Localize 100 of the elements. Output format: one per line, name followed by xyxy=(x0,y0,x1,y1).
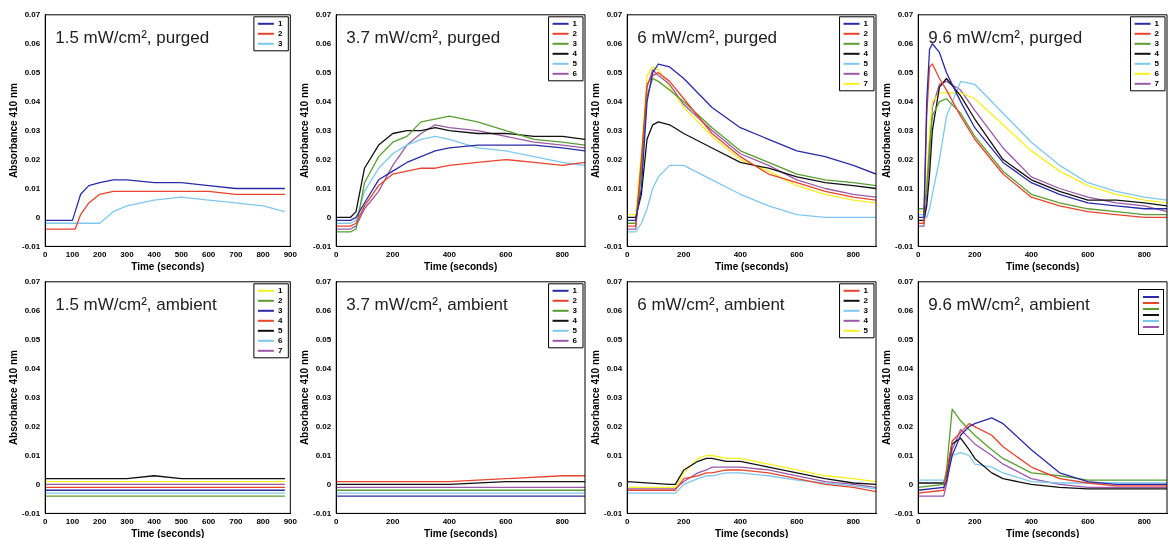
y-axis-title: Absorbance 410 nm xyxy=(589,82,601,179)
x-tick-label: 800 xyxy=(846,517,861,527)
y-tick-label: 0 xyxy=(326,479,332,489)
x-tick-label: 0 xyxy=(625,517,631,527)
x-tick-label: 300 xyxy=(120,250,135,260)
y-tick-label: 0.01 xyxy=(897,183,914,193)
x-tick-label: 800 xyxy=(1137,250,1152,260)
x-tick-label: 400 xyxy=(1024,250,1039,260)
y-tick-label: 0.03 xyxy=(606,125,623,135)
y-tick-label: 0.07 xyxy=(24,277,41,286)
y-tick-label: 0.05 xyxy=(315,334,332,344)
y-tick-label: 0.03 xyxy=(897,392,914,402)
x-tick-label: 600 xyxy=(201,517,216,527)
x-axis-title: Time (seconds) xyxy=(424,527,498,538)
y-axis-title: Absorbance 410 nm xyxy=(880,349,892,446)
legend-label: 1 xyxy=(277,286,283,295)
x-axis-title: Time (seconds) xyxy=(1006,260,1080,272)
y-tick-label: 0.06 xyxy=(897,38,914,48)
y-tick-label: 0.06 xyxy=(897,305,914,315)
x-tick-label: 900 xyxy=(283,250,298,260)
legend-label: 5 xyxy=(1154,59,1160,68)
x-tick-label: 200 xyxy=(677,250,691,260)
legend-label: 2 xyxy=(277,29,283,38)
text: 3.7 mW/cm², purged xyxy=(346,27,501,47)
legend-label: 5 xyxy=(277,326,283,335)
y-tick-label: 0 xyxy=(617,479,623,489)
x-tick-label: 800 xyxy=(555,250,570,260)
x-tick-label: 800 xyxy=(1137,517,1152,527)
legend-label: 2 xyxy=(1154,29,1160,38)
x-tick-label: 0 xyxy=(43,517,49,527)
y-tick-label: 0.05 xyxy=(24,67,41,77)
y-tick-label: 0.01 xyxy=(897,450,914,460)
text: 1.5 mW/cm², ambient xyxy=(55,294,218,314)
y-tick-label: 0.02 xyxy=(897,421,914,431)
y-tick-label: 0.01 xyxy=(24,450,41,460)
y-tick-label: 0.06 xyxy=(606,38,623,48)
y-tick-label: 0.01 xyxy=(606,450,623,460)
y-tick-label: 0.07 xyxy=(24,10,41,19)
y-tick-label: 0.02 xyxy=(315,154,332,164)
y-tick-label: 0.03 xyxy=(315,125,332,135)
y-tick-label: 0.04 xyxy=(315,96,332,106)
x-tick-label: 200 xyxy=(677,517,691,527)
y-tick-label: 0 xyxy=(35,479,41,489)
x-tick-label: 600 xyxy=(499,517,514,527)
y-axis-title: Absorbance 410 nm xyxy=(298,82,310,179)
x-tick-label: 0 xyxy=(334,517,340,527)
x-tick-label: 800 xyxy=(846,250,861,260)
x-axis-title: Time (seconds) xyxy=(715,260,789,272)
y-tick-label: 0.01 xyxy=(606,183,623,193)
legend-label: 1 xyxy=(572,286,578,295)
y-tick-label: 0 xyxy=(326,212,332,222)
y-tick-label: 0.02 xyxy=(315,421,332,431)
y-tick-label: 0.01 xyxy=(315,183,332,193)
y-tick-label: -0.01 xyxy=(604,241,623,251)
x-tick-label: 900 xyxy=(283,517,298,527)
legend-label: 4 xyxy=(1154,49,1160,58)
legend-label: 1 xyxy=(863,286,869,295)
y-tick-label: 0.02 xyxy=(24,154,41,164)
x-tick-label: 300 xyxy=(120,517,135,527)
x-tick-label: 0 xyxy=(625,250,631,260)
y-tick-label: 0 xyxy=(908,479,914,489)
y-tick-label: 0.01 xyxy=(315,450,332,460)
x-axis-title: Time (seconds) xyxy=(131,260,205,272)
legend-label: 1 xyxy=(572,19,578,28)
x-tick-label: 200 xyxy=(93,517,107,527)
x-tick-label: 400 xyxy=(147,250,162,260)
legend-label: 7 xyxy=(1154,79,1160,88)
legend-label: 7 xyxy=(863,79,869,88)
legend-label: 6 xyxy=(863,69,869,78)
text: 1.5 mW/cm², purged xyxy=(55,27,210,47)
x-tick-label: 200 xyxy=(968,250,982,260)
y-tick-label: -0.01 xyxy=(22,508,41,518)
x-tick-label: 600 xyxy=(499,250,514,260)
x-axis-title: Time (seconds) xyxy=(715,527,789,538)
legend-label: 4 xyxy=(863,49,869,58)
y-tick-label: 0.06 xyxy=(24,305,41,315)
x-tick-label: 0 xyxy=(916,250,922,260)
legend-label: 5 xyxy=(863,59,869,68)
x-tick-label: 700 xyxy=(229,250,244,260)
y-tick-label: -0.01 xyxy=(604,508,623,518)
x-tick-label: 200 xyxy=(93,250,107,260)
legend-label: 4 xyxy=(277,316,283,325)
y-tick-label: 0 xyxy=(908,212,914,222)
x-tick-label: 800 xyxy=(256,250,271,260)
x-axis-title: Time (seconds) xyxy=(1006,527,1080,538)
y-tick-label: 0.06 xyxy=(315,305,332,315)
legend-label: 2 xyxy=(863,29,869,38)
y-tick-label: 0 xyxy=(35,212,41,222)
legend-label: 6 xyxy=(572,336,578,345)
legend-label: 5 xyxy=(572,59,578,68)
x-tick-label: 100 xyxy=(65,250,80,260)
y-tick-label: 0.05 xyxy=(315,67,332,77)
y-axis-title: Absorbance 410 nm xyxy=(7,82,19,179)
text: 9.6 mW/cm², purged xyxy=(928,27,1083,47)
y-tick-label: 0.04 xyxy=(24,96,41,106)
x-tick-label: 500 xyxy=(174,250,189,260)
legend-label: 5 xyxy=(572,326,578,335)
y-tick-label: 0.05 xyxy=(897,334,914,344)
legend-label: 1 xyxy=(1154,19,1160,28)
y-tick-label: 0.05 xyxy=(606,334,623,344)
